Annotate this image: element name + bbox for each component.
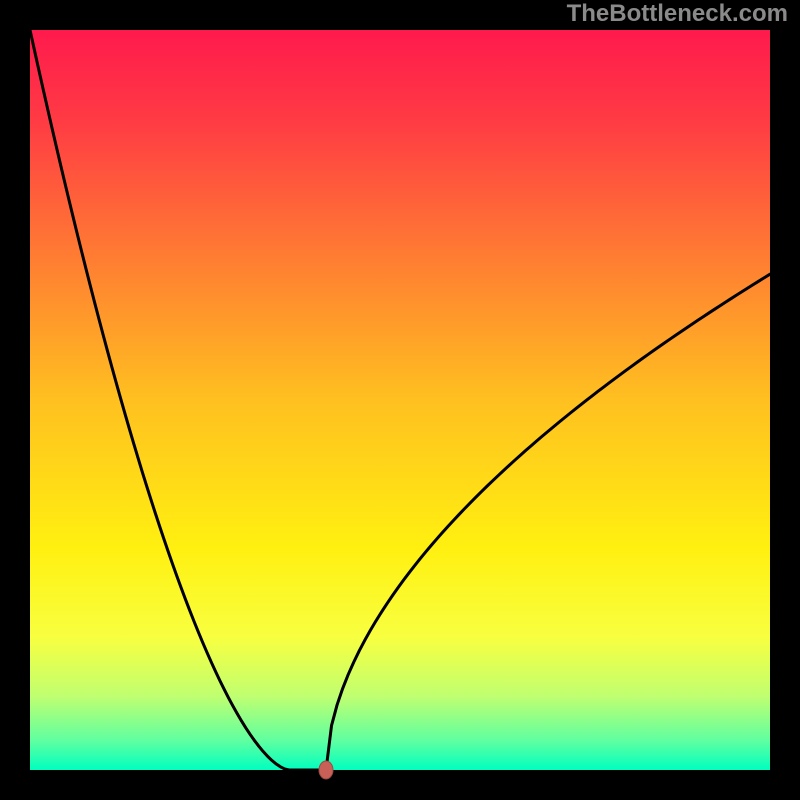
optimum-marker: [319, 761, 333, 779]
watermark-text: TheBottleneck.com: [567, 0, 788, 28]
plot-background: [30, 30, 770, 770]
chart-container: { "watermark": { "text": "TheBottleneck.…: [0, 0, 800, 800]
bottleneck-chart: [0, 0, 800, 800]
